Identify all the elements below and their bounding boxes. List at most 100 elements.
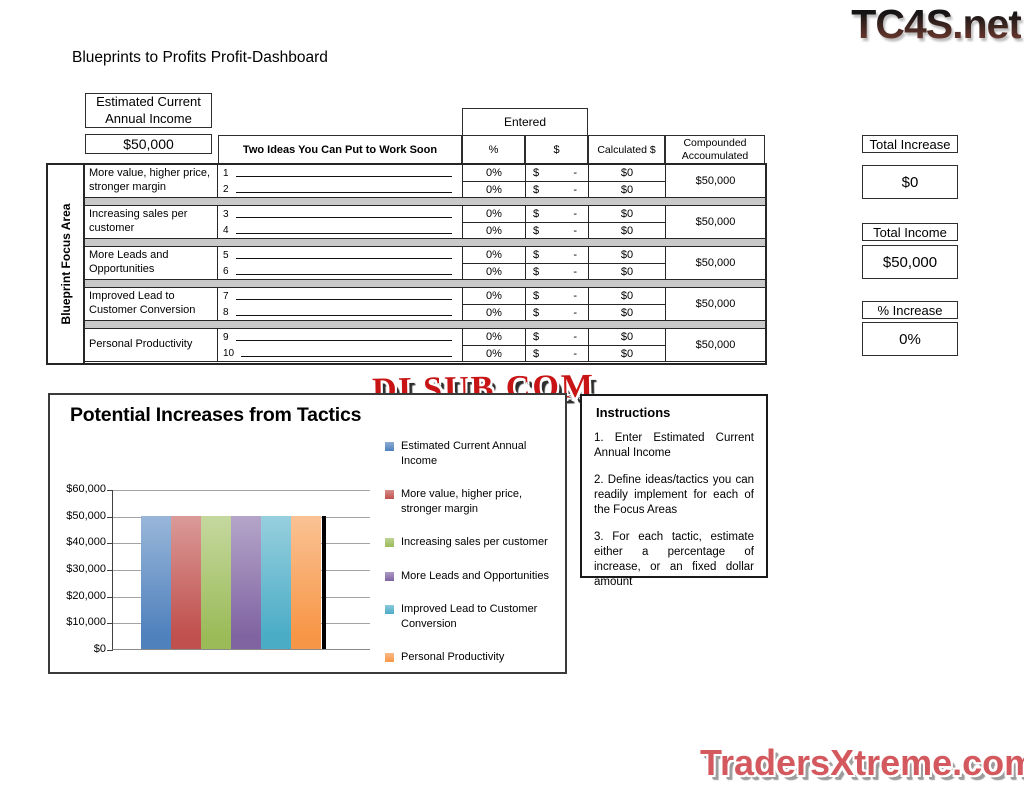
y-axis-label: $40,000: [66, 536, 106, 549]
gridline: [113, 490, 370, 491]
bar-group: [141, 516, 326, 649]
chart-bar: [201, 516, 231, 649]
idea-number: 6: [223, 266, 229, 277]
dollar-entry-cell[interactable]: $ -: [525, 288, 588, 304]
idea-number: 3: [223, 209, 229, 220]
idea-row[interactable]: 9: [218, 329, 462, 345]
estimated-income-cell[interactable]: $50,000: [85, 134, 212, 154]
idea-writein-line[interactable]: [235, 233, 452, 234]
idea-row[interactable]: 10: [218, 345, 462, 361]
idea-writein-line[interactable]: [235, 315, 452, 316]
y-axis-label: $10,000: [66, 616, 106, 629]
idea-row[interactable]: 2: [218, 181, 462, 197]
dollar-entry-cell[interactable]: $ -: [525, 304, 588, 320]
percent-column-header: %: [462, 135, 525, 165]
focus-area-strip: Blueprint Focus Area: [48, 165, 85, 363]
watermark-tradersxtreme: TradersXtreme.com: [700, 742, 1024, 783]
focus-group: Increasing sales per customer 3 0% $ - $0 4 0% $…: [85, 205, 765, 239]
percent-increase-label: % Increase: [862, 301, 958, 319]
idea-writein-line[interactable]: [235, 274, 452, 275]
dollar-entry-cell[interactable]: $ -: [525, 263, 588, 279]
percent-entry-cell[interactable]: 0%: [462, 263, 525, 279]
idea-row[interactable]: 4: [218, 222, 462, 238]
instructions-title: Instructions: [596, 405, 671, 420]
currency-symbol: $: [533, 224, 540, 237]
y-axis-label: $30,000: [66, 563, 106, 575]
idea-writein-line[interactable]: [235, 192, 452, 193]
idea-number: 10: [223, 348, 235, 359]
compounded-cell: $50,000: [665, 165, 765, 197]
idea-number: 7: [223, 291, 229, 302]
dollar-entry-cell[interactable]: $ -: [525, 181, 588, 197]
calculated-cell: $0: [588, 247, 665, 263]
idea-writein-line[interactable]: [235, 176, 452, 177]
percent-entry-cell[interactable]: 0%: [462, 329, 525, 345]
axis-tick: [107, 596, 113, 598]
axis-tick: [107, 570, 113, 571]
idea-writein-line[interactable]: [235, 217, 452, 218]
idea-row[interactable]: 1: [218, 165, 462, 181]
legend-label: More value, higher price, stronger margi…: [401, 488, 523, 515]
idea-row[interactable]: 3: [218, 206, 462, 222]
dollar-amount: -: [573, 224, 577, 237]
focus-group-label: Personal Productivity: [85, 329, 218, 361]
idea-writein-line[interactable]: [241, 356, 452, 357]
entered-header: Entered: [462, 108, 588, 136]
dollar-amount: -: [573, 208, 577, 220]
total-increase-value: $0: [862, 165, 958, 199]
y-axis-label: $50,000: [66, 509, 106, 522]
calculated-column-header: Calculated $: [588, 135, 665, 165]
percent-increase-value: 0%: [862, 322, 958, 356]
dollar-entry-cell[interactable]: $ -: [525, 329, 588, 345]
chart-bar: [291, 516, 321, 649]
currency-symbol: $: [533, 331, 540, 343]
idea-writein-line[interactable]: [235, 258, 452, 259]
legend-label: Personal Productivity: [401, 651, 505, 664]
focus-area-label: Blueprint Focus Area: [58, 203, 73, 325]
total-income-value: $50,000: [862, 245, 958, 279]
idea-row[interactable]: 8: [218, 304, 462, 320]
legend-marker: [385, 538, 394, 548]
percent-entry-cell[interactable]: 0%: [462, 165, 525, 181]
total-income-label: Total Income: [862, 223, 958, 241]
percent-entry-cell[interactable]: 0%: [462, 304, 525, 320]
focus-group: More Leads and Opportunities 5 0% $ - $0 6 0% $ -…: [85, 246, 765, 280]
instruction-item: 3. For each tactic, estimate either a pe…: [594, 530, 754, 588]
percent-entry-cell[interactable]: 0%: [462, 181, 525, 197]
percent-entry-cell[interactable]: 0%: [462, 247, 525, 263]
dollar-amount: -: [573, 167, 577, 179]
dollar-entry-cell[interactable]: $ -: [525, 222, 588, 238]
idea-writein-line[interactable]: [235, 299, 452, 300]
idea-number: 4: [223, 225, 229, 236]
percent-entry-cell[interactable]: 0%: [462, 222, 525, 238]
idea-row[interactable]: 7: [218, 288, 462, 304]
compounded-cell: $50,000: [665, 288, 765, 320]
percent-entry-cell[interactable]: 0%: [462, 345, 525, 361]
dollar-entry-cell[interactable]: $ -: [525, 345, 588, 361]
legend-item: Improved Lead to Customer Conversion: [385, 602, 565, 632]
calculated-cell: $0: [588, 263, 665, 279]
axis-tick: [107, 623, 113, 625]
profit-table: Blueprint Focus Area More value, higher …: [46, 163, 767, 365]
idea-number: 1: [223, 168, 229, 179]
currency-symbol: $: [533, 208, 540, 220]
currency-symbol: $: [533, 290, 540, 302]
dollar-amount: -: [573, 183, 577, 196]
dollar-entry-cell[interactable]: $ -: [525, 165, 588, 181]
idea-writein-line[interactable]: [235, 340, 452, 341]
percent-entry-cell[interactable]: 0%: [462, 288, 525, 304]
percent-entry-cell[interactable]: 0%: [462, 206, 525, 222]
dollar-entry-cell[interactable]: $ -: [525, 206, 588, 222]
idea-row[interactable]: 6: [218, 263, 462, 279]
y-axis-label: $20,000: [66, 589, 106, 602]
instructions-list: 1. Enter Estimated Current Annual Income…: [594, 431, 754, 589]
currency-symbol: $: [533, 306, 540, 319]
estimated-income-label: Estimated Current Annual Income: [85, 93, 212, 128]
dollar-amount: -: [573, 290, 577, 302]
calculated-cell: $0: [588, 288, 665, 304]
idea-row[interactable]: 5: [218, 247, 462, 263]
legend-label: Estimated Current Annual Income: [401, 440, 527, 467]
dollar-entry-cell[interactable]: $ -: [525, 247, 588, 263]
group-separator: [85, 198, 765, 205]
legend-label: More Leads and Opportunities: [401, 569, 549, 582]
